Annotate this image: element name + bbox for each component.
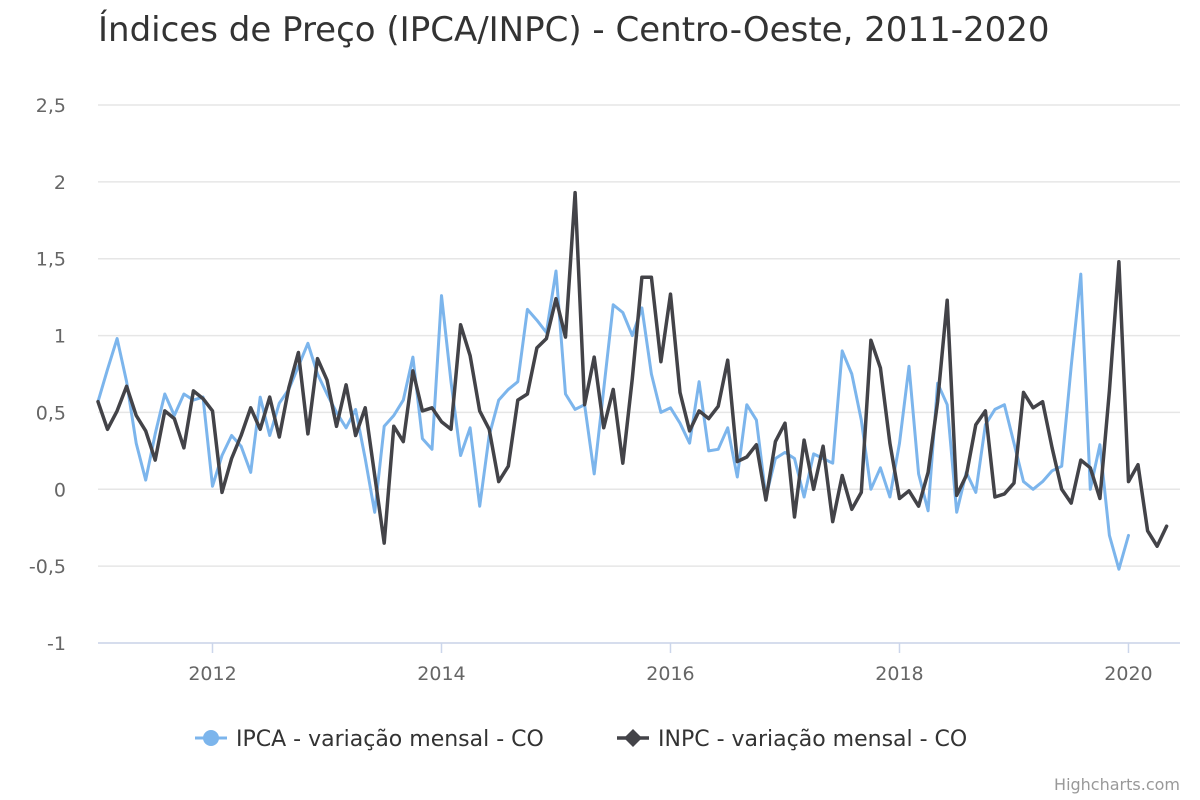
- y-tick-label: -0,5: [29, 556, 66, 578]
- x-tick-label: 2016: [646, 663, 694, 685]
- y-tick-label: 1,5: [36, 249, 66, 271]
- grid-lines: [98, 104, 1180, 644]
- chart-title: Índices de Preço (IPCA/INPC) - Centro-Oe…: [98, 10, 1050, 50]
- legend-diamond-marker-icon: [624, 729, 642, 747]
- x-tick-label: 2018: [875, 663, 923, 685]
- y-tick-label: 1: [54, 326, 66, 348]
- credits-link[interactable]: Highcharts.com: [1054, 775, 1180, 794]
- x-axis: 2012 2014 2016 2018 2020: [98, 642, 1180, 685]
- series-line-ipca[interactable]: [96, 269, 1130, 571]
- series-line-inpc[interactable]: [96, 190, 1169, 548]
- x-tick-label: 2014: [417, 663, 465, 685]
- y-tick-label: -1: [47, 633, 66, 655]
- legend: IPCA - variação mensal - CO INPC - varia…: [195, 727, 967, 752]
- legend-circle-marker-icon: [203, 730, 219, 746]
- y-tick-label: 2: [54, 172, 66, 194]
- y-axis: -1 -0,5 0 0,5 1 1,5 2 2,5: [29, 95, 66, 655]
- series-lines: [96, 190, 1169, 571]
- x-tick-label: 2020: [1104, 663, 1152, 685]
- y-tick-label: 0: [54, 479, 66, 501]
- legend-item-inpc[interactable]: INPC - variação mensal - CO: [617, 727, 967, 752]
- legend-item-ipca[interactable]: IPCA - variação mensal - CO: [195, 727, 544, 752]
- legend-label-ipca: IPCA - variação mensal - CO: [236, 727, 544, 752]
- y-tick-label: 2,5: [36, 95, 66, 117]
- y-tick-label: 0,5: [36, 402, 66, 424]
- x-tick-label: 2012: [188, 663, 236, 685]
- legend-label-inpc: INPC - variação mensal - CO: [658, 727, 967, 752]
